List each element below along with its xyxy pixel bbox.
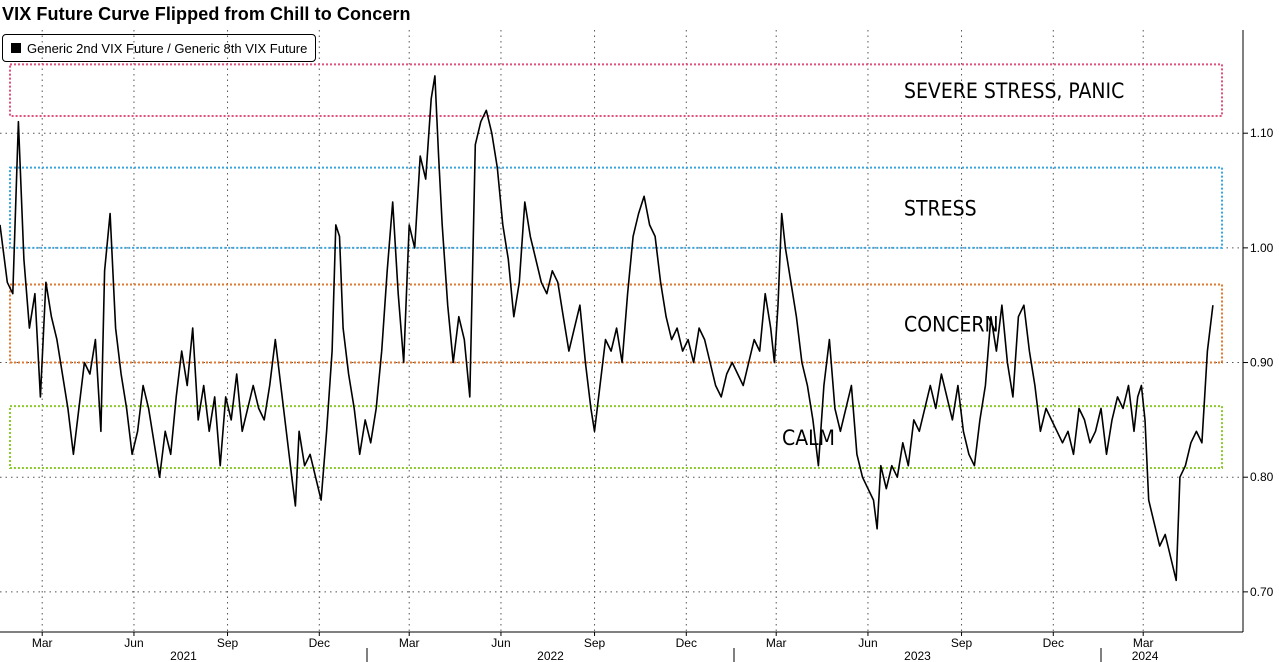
x-tick-label: Sep [584, 636, 606, 650]
zone-label: STRESS [904, 197, 977, 221]
zone-label: CONCERN [904, 313, 999, 337]
y-tick-label: 1.00 [1250, 241, 1274, 255]
legend: Generic 2nd VIX Future / Generic 8th VIX… [2, 34, 317, 62]
x-tick-label: Dec [309, 636, 330, 650]
y-tick-label: 1.10 [1250, 126, 1274, 140]
x-tick-label: Mar [32, 636, 53, 650]
x-tick-label: Sep [217, 636, 239, 650]
x-tick-label: Dec [676, 636, 697, 650]
x-tick-label: Mar [766, 636, 787, 650]
x-tick-label: Jun [491, 636, 510, 650]
year-label: 2022 [537, 649, 564, 662]
gridlines [0, 30, 1243, 632]
x-tick-label: Jun [124, 636, 143, 650]
legend-label: Generic 2nd VIX Future / Generic 8th VIX… [27, 40, 308, 56]
zone-label: CALM [782, 426, 835, 450]
x-tick-label: Mar [399, 636, 420, 650]
chart-title: VIX Future Curve Flipped from Chill to C… [2, 4, 411, 24]
x-tick-label: Mar [1133, 636, 1154, 650]
x-tick-label: Jun [858, 636, 877, 650]
plot-area [0, 75, 1214, 582]
year-label: 2024 [1132, 649, 1159, 662]
zone-box [9, 405, 1223, 470]
zone-box [9, 63, 1223, 117]
zone-label: SEVERE STRESS, PANIC [904, 79, 1124, 103]
x-tick-label: Sep [951, 636, 973, 650]
legend-swatch [11, 43, 21, 53]
y-tick-label: 0.80 [1250, 470, 1274, 484]
y-tick-label: 0.70 [1250, 585, 1274, 599]
series-line [0, 75, 1214, 582]
zone-box [9, 166, 1223, 249]
y-tick-label: 0.90 [1250, 356, 1274, 370]
year-label: 2023 [904, 649, 931, 662]
axes [0, 30, 1248, 662]
axis-labels: 0.70 0.80 0.90 1.00 1.10 Mar Jun Sep Dec Mar Jun Se… [32, 126, 1274, 662]
zone-box [9, 283, 1223, 364]
x-tick-label: Dec [1043, 636, 1064, 650]
year-label: 2021 [170, 649, 197, 662]
zones: SEVERE STRESS, PANIC STRESS CONCERN CALM [9, 63, 1223, 470]
